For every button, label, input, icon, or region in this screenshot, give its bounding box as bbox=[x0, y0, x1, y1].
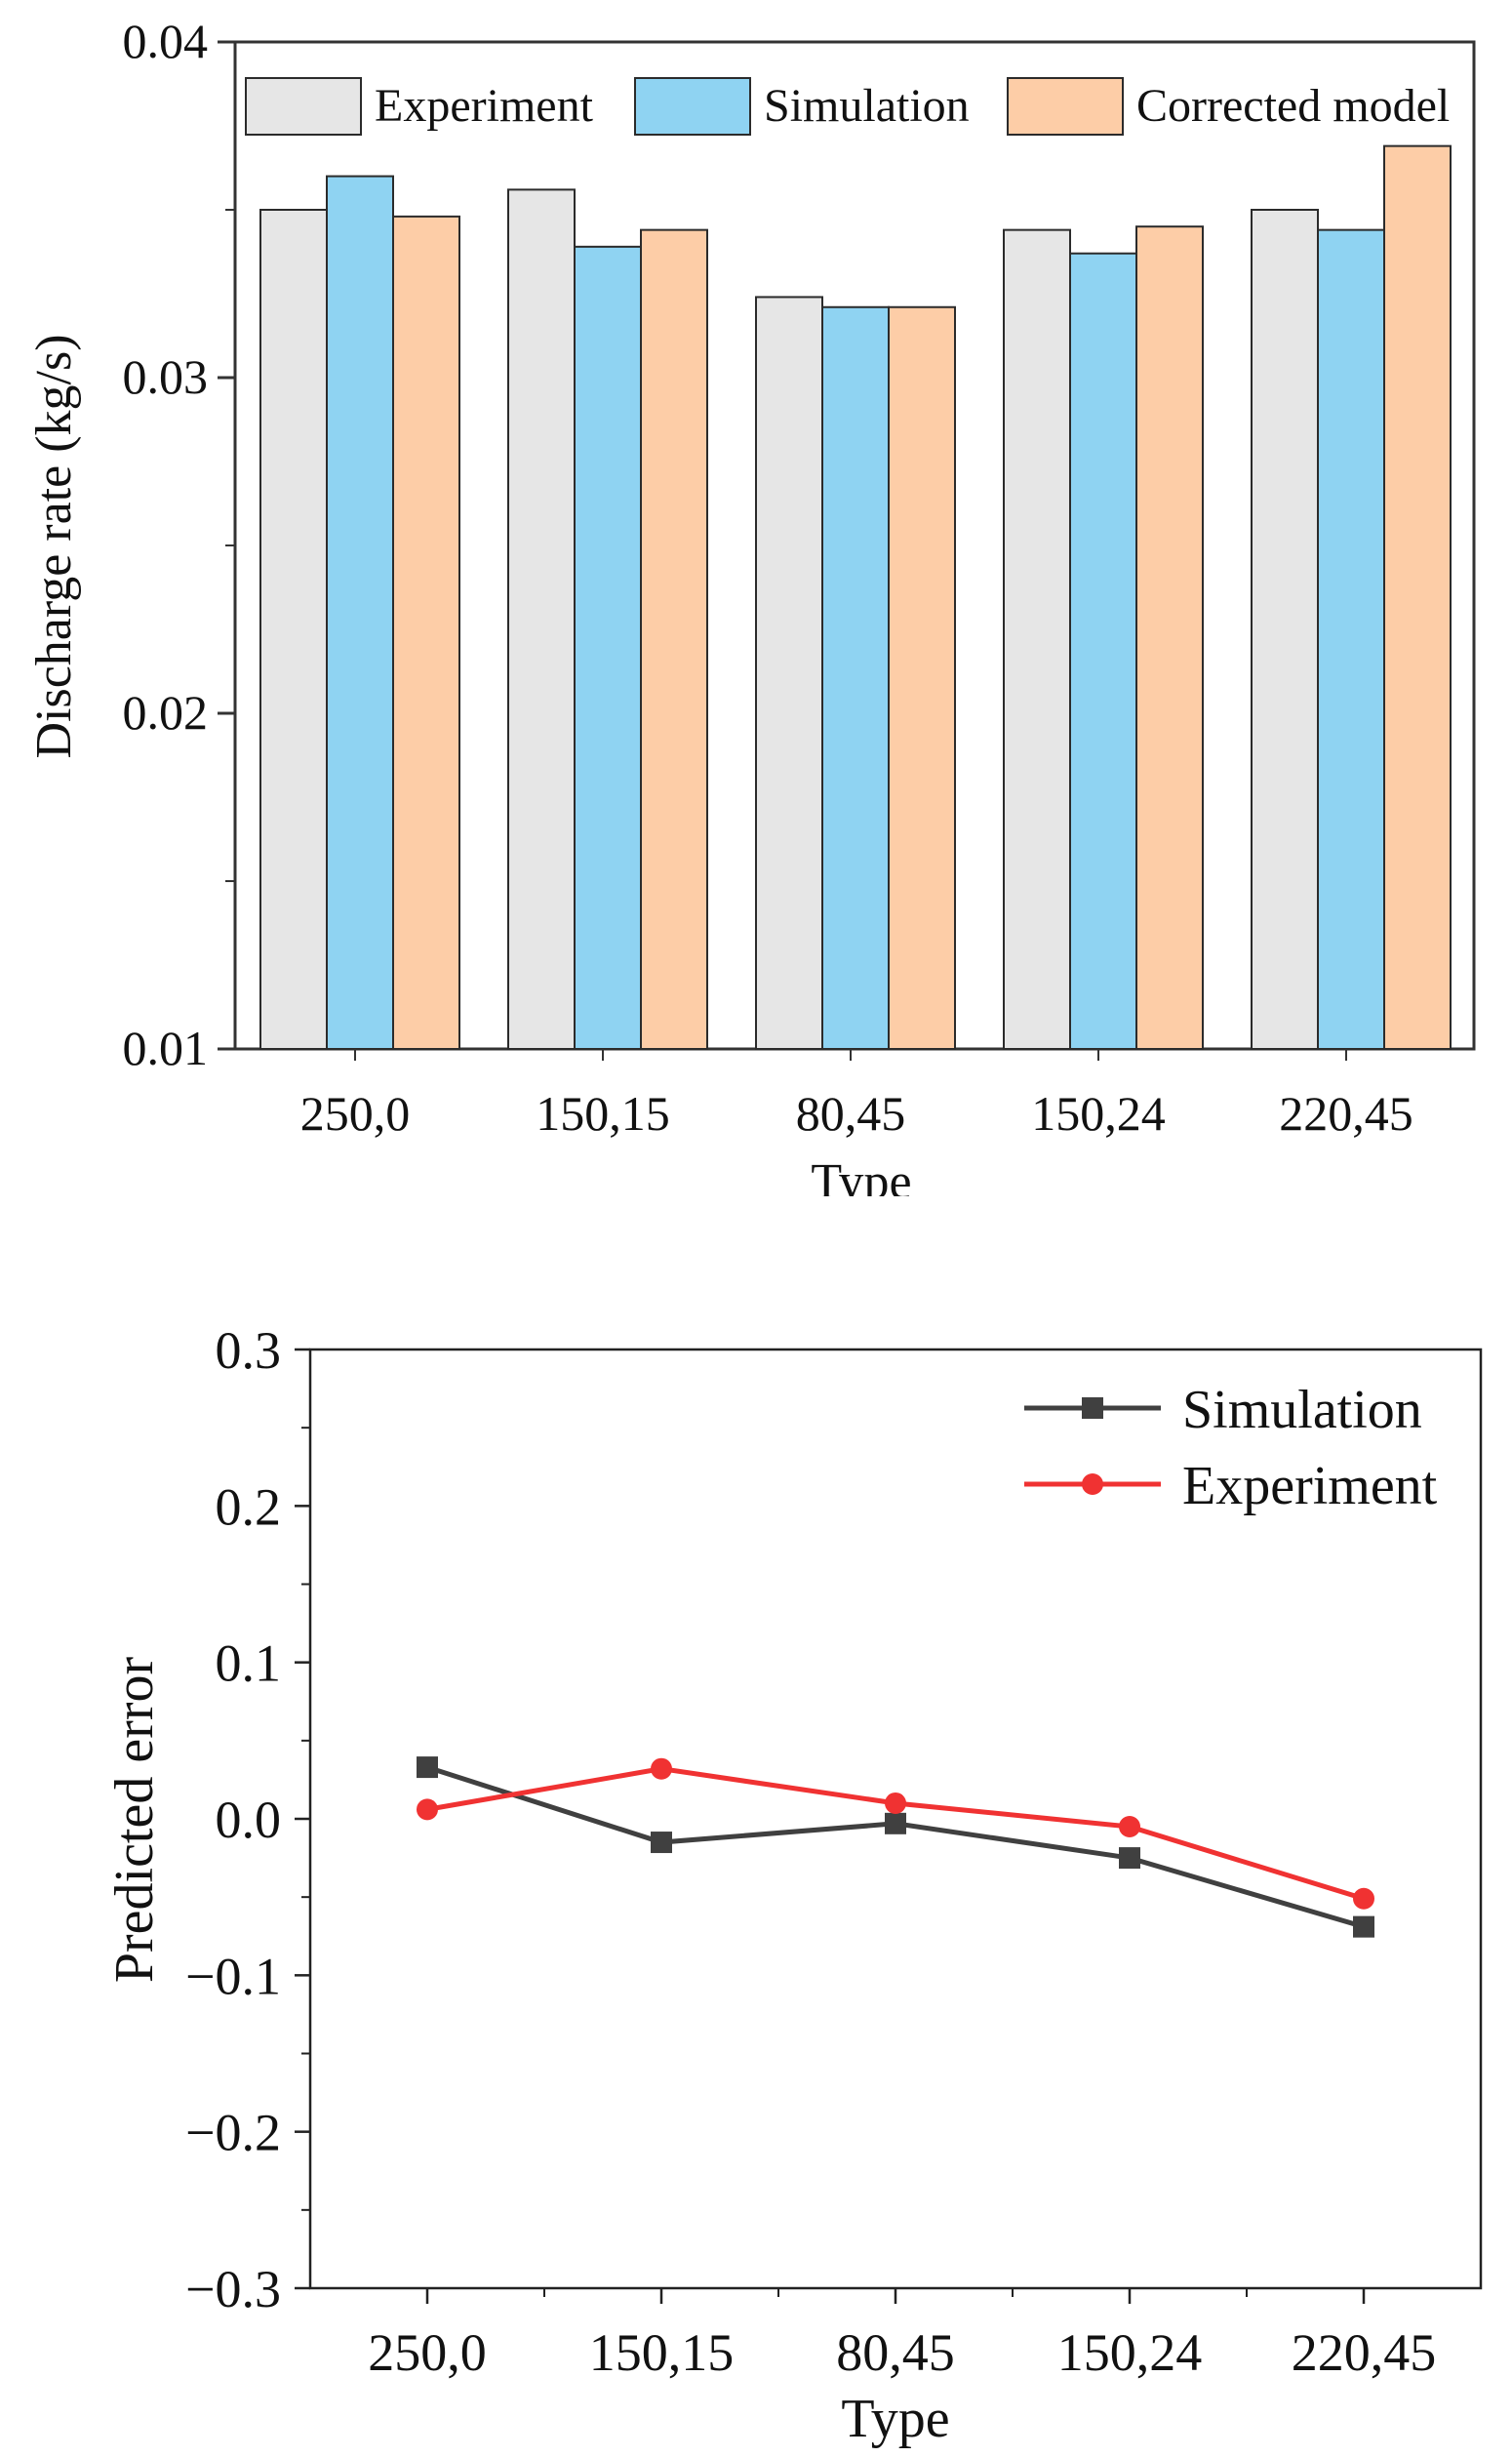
y-tick-label: 0.3 bbox=[216, 1321, 282, 1380]
x-axis-label: Type bbox=[841, 2389, 949, 2449]
bar-corrected-model bbox=[1135, 225, 1204, 1050]
bar-corrected-model bbox=[392, 215, 460, 1050]
y-tick-label: 0.02 bbox=[123, 685, 209, 740]
bar-corrected-model bbox=[1383, 144, 1452, 1050]
point-simulation bbox=[1119, 1847, 1140, 1870]
legend-marker-experiment bbox=[1082, 1473, 1103, 1495]
bar-experiment bbox=[1003, 228, 1071, 1050]
x-tick-label: 250,0 bbox=[368, 2323, 487, 2382]
y-tick-label: 0.01 bbox=[123, 1021, 209, 1075]
crop-mask bbox=[0, 1196, 1512, 1255]
bar-simulation bbox=[574, 245, 642, 1050]
x-tick-label: 220,45 bbox=[1279, 1086, 1413, 1141]
series-line-simulation bbox=[426, 1764, 1365, 1930]
predicted-error-line-chart: −0.3 −0.2 −0.1 0.0 0.1 0.2 0.3 250,0 150,15 80,45… bbox=[104, 1321, 1483, 2449]
x-tick-label: 150,15 bbox=[536, 1086, 670, 1141]
x-tick-label: 150,24 bbox=[1031, 1086, 1166, 1141]
y-axis-label: Predicted error bbox=[104, 1657, 165, 1984]
point-experiment bbox=[1353, 1887, 1374, 1910]
point-experiment bbox=[1119, 1816, 1140, 1838]
point-experiment bbox=[885, 1792, 906, 1814]
point-experiment bbox=[651, 1757, 672, 1780]
y-tick-label: 0.0 bbox=[216, 1791, 282, 1849]
y-tick-label: −0.3 bbox=[185, 2260, 281, 2318]
legend-marker-simulation bbox=[1082, 1397, 1103, 1419]
point-simulation bbox=[651, 1832, 672, 1854]
y-axis-label: Discharge rate (kg/s) bbox=[26, 334, 82, 758]
point-simulation bbox=[417, 1756, 438, 1779]
x-tick-label: 80,45 bbox=[796, 1086, 906, 1141]
point-simulation bbox=[1353, 1915, 1374, 1938]
legend-label-corrected-model: Corrected model bbox=[1136, 80, 1450, 132]
legend-swatch-corrected-model bbox=[1007, 77, 1124, 136]
bar-simulation bbox=[1317, 228, 1385, 1050]
x-tick-label: 150,24 bbox=[1057, 2323, 1203, 2382]
legend-label-simulation: Simulation bbox=[764, 80, 970, 132]
y-tick-label: 0.2 bbox=[216, 1477, 282, 1536]
legend-swatch-simulation bbox=[634, 77, 751, 136]
legend-swatch-experiment bbox=[245, 77, 362, 136]
bar-simulation bbox=[326, 175, 394, 1051]
y-tick-label: −0.1 bbox=[185, 1947, 281, 2005]
bar-corrected-model bbox=[888, 305, 956, 1050]
bar-simulation bbox=[821, 305, 890, 1050]
point-simulation bbox=[885, 1812, 906, 1834]
discharge-rate-bar-chart: 250,0 150,15 80,45 150,24 220,45 0.01 0.02 0.03… bbox=[26, 14, 1476, 1210]
bar-experiment bbox=[755, 296, 823, 1050]
y-tick-label: 0.04 bbox=[123, 14, 209, 68]
bar-experiment bbox=[259, 209, 328, 1050]
legend-label-simulation: Simulation bbox=[1182, 1380, 1422, 1440]
bar-experiment bbox=[1251, 209, 1319, 1050]
bar-experiment bbox=[507, 188, 576, 1051]
y-tick-label: 0.1 bbox=[216, 1634, 282, 1693]
y-tick-label: −0.2 bbox=[185, 2104, 281, 2162]
legend-label-experiment: Experiment bbox=[1182, 1456, 1438, 1516]
x-tick-label: 220,45 bbox=[1292, 2323, 1437, 2382]
point-experiment bbox=[417, 1798, 438, 1821]
x-tick-label: 250,0 bbox=[300, 1086, 411, 1141]
legend-label-experiment: Experiment bbox=[375, 80, 594, 132]
y-tick-label: 0.03 bbox=[123, 349, 209, 404]
x-tick-label: 150,15 bbox=[589, 2323, 735, 2382]
bar-corrected-model bbox=[640, 228, 708, 1050]
bar-simulation bbox=[1069, 252, 1137, 1051]
x-tick-label: 80,45 bbox=[836, 2323, 955, 2382]
